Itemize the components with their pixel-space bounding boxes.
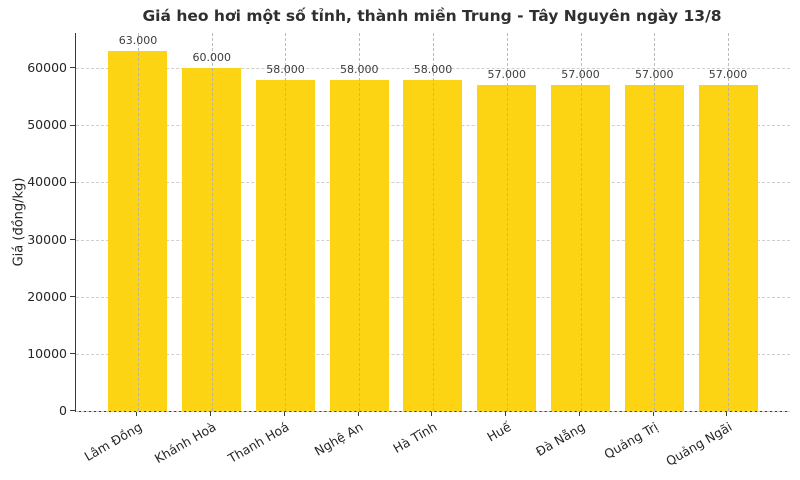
x-tick-mark [652, 412, 654, 416]
horizontal-gridline [76, 411, 790, 412]
bar [403, 79, 463, 411]
x-tick-mark [136, 412, 138, 416]
bar-value-label: 57.000 [561, 68, 600, 82]
y-tick-label: 10000 [27, 345, 67, 361]
y-axis-label: Giá (đồng/kg) [11, 177, 27, 267]
y-tick-label: 30000 [27, 231, 67, 247]
vertical-gridline [506, 33, 508, 411]
bar-value-label: 58.000 [413, 62, 453, 76]
bar-value-label: 57.000 [708, 68, 748, 82]
bar-value-label: 58.000 [266, 62, 305, 76]
bar [182, 68, 242, 411]
vertical-gridline [728, 33, 730, 411]
chart-title: Giá heo hơi một số tỉnh, thành miền Trun… [142, 7, 722, 25]
x-tick-mark [357, 412, 359, 416]
bar-value-label: 57.000 [635, 68, 674, 82]
vertical-gridline [137, 33, 139, 411]
x-tick-mark [283, 412, 285, 416]
x-tick-mark [578, 412, 580, 416]
bar-value-label: 57.000 [487, 68, 527, 82]
vertical-gridline [433, 33, 434, 411]
bar-value-label: 63.000 [118, 34, 158, 47]
y-tick-mark [70, 67, 75, 69]
y-tick-label: 0 [59, 403, 67, 418]
x-tick-mark [431, 412, 433, 416]
y-tick-mark [70, 353, 75, 355]
y-tick-mark [70, 181, 75, 183]
plot-area: 63.000 60.000 58.000 58.000 58.000 57.000 57.0… [75, 33, 790, 412]
y-tick-mark [70, 296, 75, 297]
y-tick-mark [70, 410, 75, 412]
y-tick-mark [70, 124, 75, 126]
x-tick-mark [210, 412, 212, 416]
vertical-gridline [580, 33, 582, 411]
y-tick-label: 40000 [27, 174, 67, 190]
x-tick-mark [726, 412, 728, 416]
x-tick-mark [505, 412, 507, 416]
bar-value-label: 60.000 [192, 51, 231, 65]
y-tick-label: 50000 [27, 117, 67, 133]
vertical-gridline [285, 33, 287, 411]
y-tick-label: 60000 [27, 60, 67, 76]
vertical-gridline [359, 33, 361, 411]
vertical-gridline [211, 33, 213, 411]
vertical-gridline [654, 33, 656, 411]
bar-value-label: 58.000 [339, 62, 379, 76]
y-tick-mark [70, 238, 75, 240]
y-tick-label: 20000 [27, 288, 67, 304]
